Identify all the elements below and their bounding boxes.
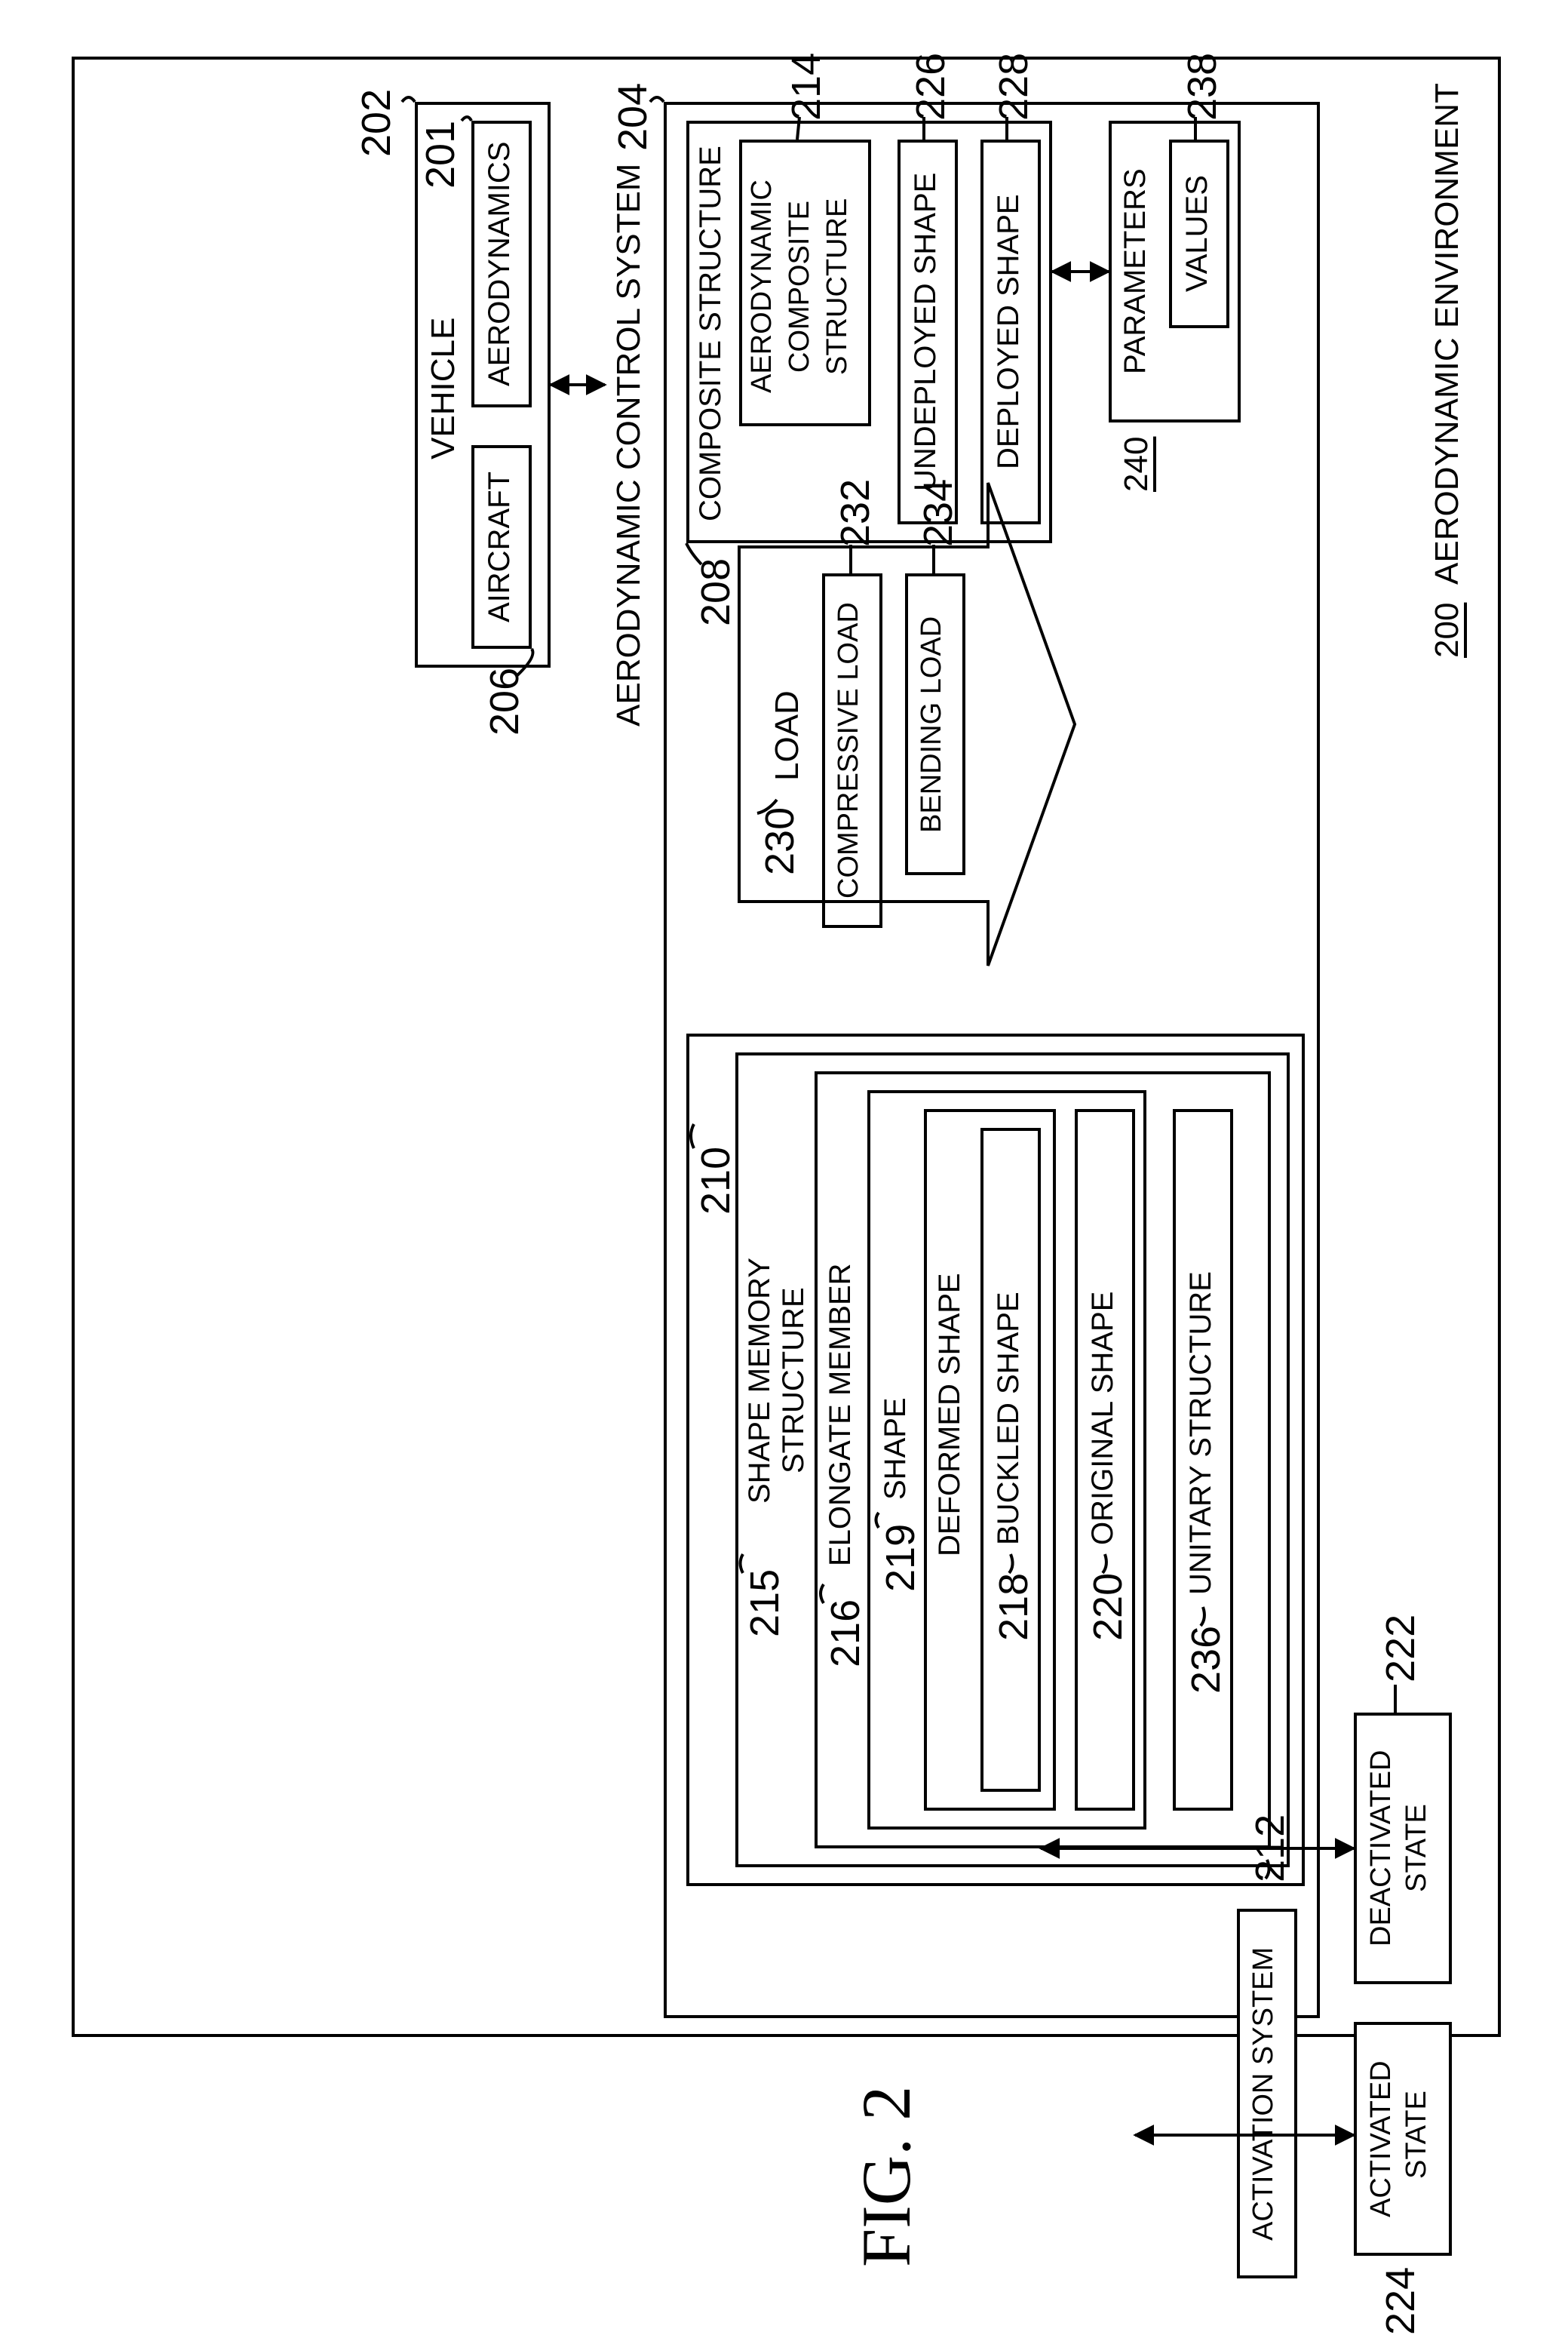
aero-comp-struct-l1: AERODYNAMIC xyxy=(747,158,778,415)
sms-l2: STRUCTURE xyxy=(777,1267,810,1494)
ref-230: 230 xyxy=(758,807,802,875)
bending-load-label: BENDING LOAD xyxy=(916,596,948,853)
ref-214: 214 xyxy=(784,53,829,121)
original-label: ORIGINAL SHAPE xyxy=(1086,1267,1119,1569)
activated-l2: STATE xyxy=(1401,2075,1433,2195)
ref-234: 234 xyxy=(916,479,961,547)
ref-226: 226 xyxy=(909,53,953,121)
aero-comp-struct-l2: COMPOSITE xyxy=(784,174,816,400)
ref-224: 224 xyxy=(1379,2267,1423,2335)
ref-240: 240 xyxy=(1118,430,1155,498)
deformed-label: DEFORMED SHAPE xyxy=(933,1252,966,1577)
deployed-label: DEPLOYED SHAPE xyxy=(992,162,1025,502)
ref-232: 232 xyxy=(833,479,878,547)
vehicle-label: VEHICLE xyxy=(425,313,462,464)
ref-208: 208 xyxy=(694,558,738,626)
ref-206: 206 xyxy=(483,668,527,736)
ref-219: 219 xyxy=(879,1524,923,1592)
ref-215: 215 xyxy=(743,1569,787,1637)
env-title: AERODYNAMIC ENVIRONMENT xyxy=(1429,102,1465,585)
deactivated-l2: STATE xyxy=(1401,1788,1433,1909)
elongate-label: ELONGATE MEMBER xyxy=(824,1237,857,1592)
ref-202: 202 xyxy=(354,89,399,157)
ref-212: 212 xyxy=(1248,1814,1293,1882)
sms-l1: SHAPE MEMORY xyxy=(743,1237,776,1524)
aero-comp-struct-l3: STRUCTURE xyxy=(822,174,854,400)
ref-218: 218 xyxy=(992,1573,1036,1641)
unitary-label: UNITARY STRUCTURE xyxy=(1184,1245,1217,1622)
composite-structure-label: COMPOSITE STRUCTURE xyxy=(694,140,727,528)
ref-210: 210 xyxy=(694,1147,738,1215)
ref-201: 201 xyxy=(419,121,463,189)
buckled-label: BUCKLED SHAPE xyxy=(992,1267,1025,1569)
compressive-load-label: COMPRESSIVE LOAD xyxy=(833,585,865,917)
aerodynamics-label: AERODYNAMICS xyxy=(483,132,516,396)
ref-238: 238 xyxy=(1180,53,1225,121)
deactivated-l1: DEACTIVATED xyxy=(1366,1728,1398,1969)
parameters-label: PARAMETERS xyxy=(1118,143,1152,400)
ref-220: 220 xyxy=(1086,1573,1131,1641)
ref-204: 204 xyxy=(611,83,655,151)
undeployed-label: UNDEPLOYED SHAPE xyxy=(909,151,942,513)
aircraft-label: AIRCRAFT xyxy=(483,460,516,634)
ref-216: 216 xyxy=(824,1599,868,1667)
activated-l1: ACTIVATED xyxy=(1366,2045,1398,2233)
ref-236: 236 xyxy=(1184,1626,1229,1694)
acs-label: AERODYNAMIC CONTROL SYSTEM xyxy=(611,158,647,732)
activation-label: ACTIVATION SYSTEM xyxy=(1248,1924,1280,2263)
shape-label: SHAPE xyxy=(879,1384,912,1513)
diagram-canvas: AERODYNAMIC ENVIRONMENT 200 VEHICLE AERO… xyxy=(0,0,1568,2230)
ref-222: 222 xyxy=(1379,1615,1423,1682)
values-label: VALUES xyxy=(1180,158,1214,309)
figure-caption: FIG. 2 xyxy=(848,2071,925,2282)
env-num: 200 xyxy=(1429,596,1465,664)
load-label: LOAD xyxy=(769,687,805,785)
ref-228: 228 xyxy=(992,53,1036,121)
